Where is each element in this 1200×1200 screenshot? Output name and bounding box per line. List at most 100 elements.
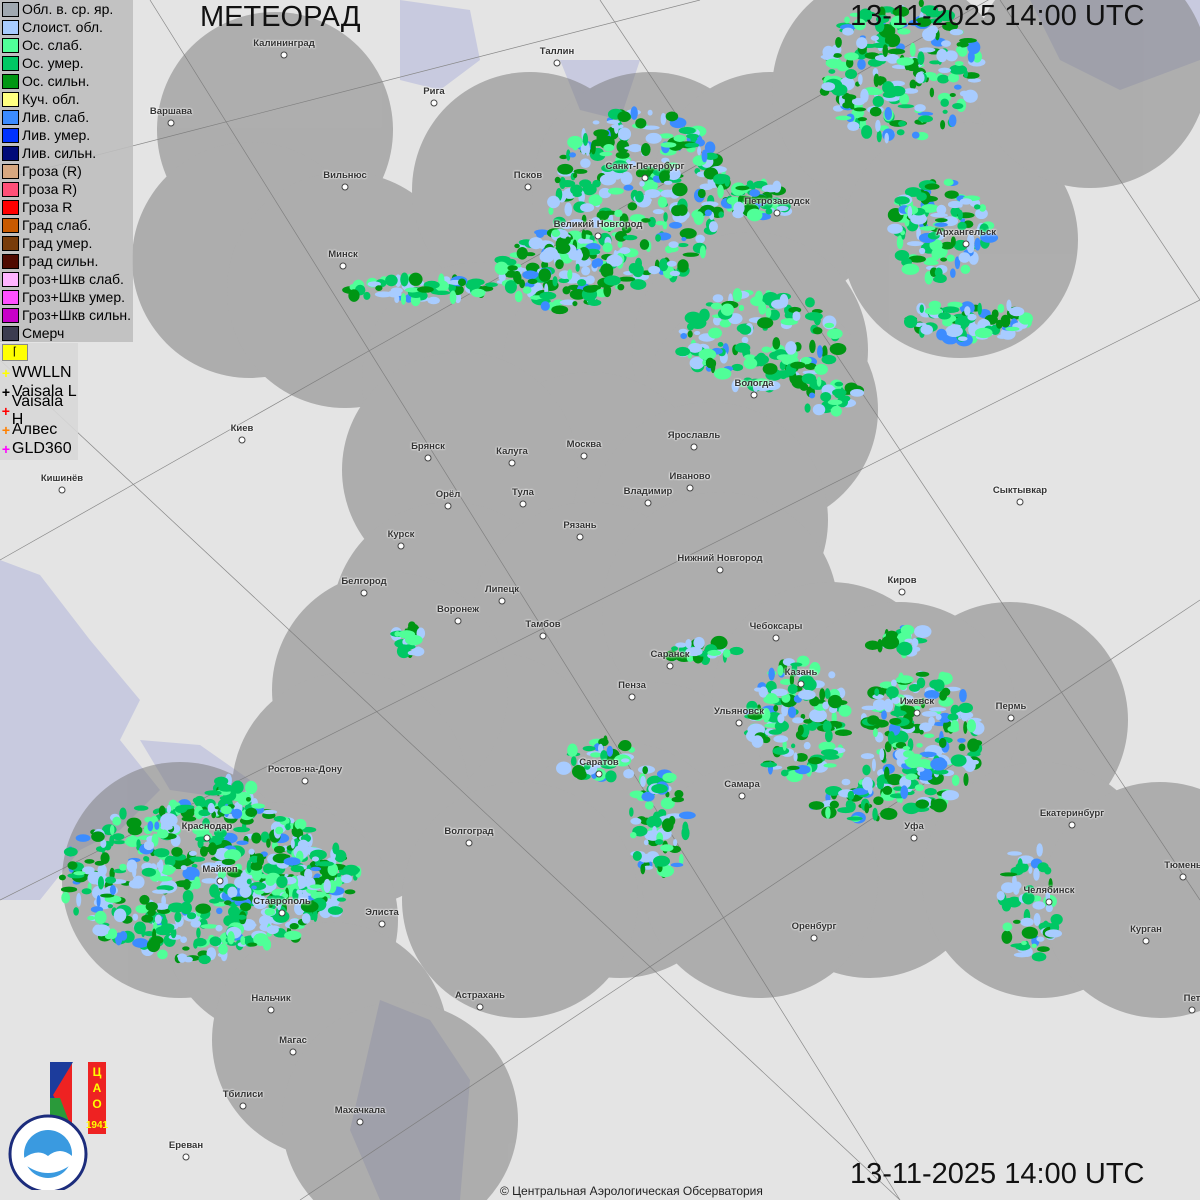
precip-echo (797, 724, 804, 736)
precip-echo (691, 313, 699, 325)
precip-echo (900, 785, 909, 799)
precip-echo (790, 662, 803, 667)
precip-echo (643, 861, 650, 867)
legend-item: Лив. слаб. (0, 108, 133, 126)
precip-echo (644, 189, 661, 199)
precip-echo (132, 938, 149, 948)
precip-echo (966, 719, 977, 733)
legend-item: Гроза R) (0, 180, 133, 198)
precip-echo (156, 885, 174, 891)
precip-echo (641, 218, 651, 223)
precip-echo (919, 304, 924, 313)
precip-echo (669, 270, 681, 277)
precip-echo (196, 927, 201, 939)
precip-echo (527, 278, 538, 285)
city-marker (378, 920, 386, 928)
legend-label: Слоист. обл. (22, 19, 103, 35)
precip-echo (930, 757, 948, 771)
precip-echo (218, 784, 235, 792)
precip-echo (882, 785, 893, 795)
precip-echo (180, 936, 188, 944)
precip-echo (1032, 933, 1037, 938)
precip-echo (494, 255, 511, 265)
lightning-source: + GLD360 (0, 439, 78, 458)
precip-echo (807, 757, 823, 765)
precip-echo (746, 700, 758, 713)
precipitation-echoes (58, 0, 1063, 965)
precip-echo (260, 873, 267, 879)
precip-echo (174, 911, 182, 923)
precip-echo (872, 728, 878, 738)
precip-echo (796, 672, 804, 677)
precip-echo (911, 131, 920, 139)
precip-echo (879, 748, 885, 761)
precip-echo (841, 94, 857, 100)
precip-echo (614, 122, 619, 134)
precip-echo (580, 203, 595, 213)
precip-echo (896, 57, 914, 66)
precip-echo (884, 766, 890, 780)
precip-echo (680, 332, 688, 340)
precip-echo (947, 713, 959, 721)
precip-echo (590, 752, 602, 758)
precip-echo (662, 818, 674, 832)
precip-echo (826, 328, 843, 340)
precip-echo (788, 306, 802, 314)
precip-echo (820, 391, 832, 402)
precip-echo (974, 237, 981, 251)
precip-echo (890, 15, 907, 29)
precip-echo (704, 141, 716, 154)
precip-echo (929, 679, 941, 689)
legend-label: Ос. сильн. (22, 73, 90, 89)
precip-echo (840, 387, 845, 399)
precip-echo (614, 209, 623, 218)
precip-echo (857, 58, 866, 70)
city-label: Саранск (650, 649, 690, 660)
precip-echo (946, 254, 955, 262)
precip-echo (217, 868, 225, 880)
city-label: Москва (566, 439, 602, 450)
precip-echo (557, 163, 574, 175)
precip-echo (997, 303, 1005, 313)
legend-label: Обл. в. ср. яр. (22, 1, 114, 17)
city-marker (1179, 873, 1187, 881)
precip-echo (249, 855, 260, 863)
precip-echo (915, 799, 930, 809)
precip-echo (884, 107, 893, 121)
precip-echo (158, 805, 166, 817)
precip-echo (538, 268, 552, 282)
precip-echo (375, 285, 383, 291)
city-label: Петрозаводск (744, 196, 810, 207)
precip-echo (967, 50, 975, 63)
city-label: Белгород (341, 576, 387, 587)
precip-echo (894, 703, 901, 718)
precip-echo (905, 773, 918, 781)
precip-echo (919, 226, 936, 231)
precip-echo (825, 58, 841, 68)
precip-echo (126, 817, 142, 829)
legend-swatch (2, 181, 19, 197)
precip-echo (204, 790, 222, 796)
precip-echo (645, 132, 662, 144)
precip-echo (831, 83, 848, 96)
precip-echo (251, 832, 262, 844)
precip-echo (925, 10, 944, 18)
precip-echo (188, 850, 197, 856)
precip-echo (651, 783, 668, 794)
precip-echo (947, 200, 963, 209)
city-marker (1142, 937, 1150, 945)
precip-echo (233, 826, 251, 833)
precip-echo (568, 250, 584, 261)
legend-item: Град умер. (0, 234, 133, 252)
precip-echo (252, 897, 261, 907)
precip-echo (954, 256, 961, 270)
city-marker (1007, 714, 1015, 722)
precip-echo (209, 898, 220, 904)
precip-echo (812, 403, 826, 416)
lightning-toggle-button[interactable]: ⌈ (2, 344, 28, 361)
precip-echo (664, 650, 679, 662)
precip-echo (916, 743, 923, 748)
precip-echo (943, 178, 954, 187)
precip-echo (896, 235, 904, 250)
